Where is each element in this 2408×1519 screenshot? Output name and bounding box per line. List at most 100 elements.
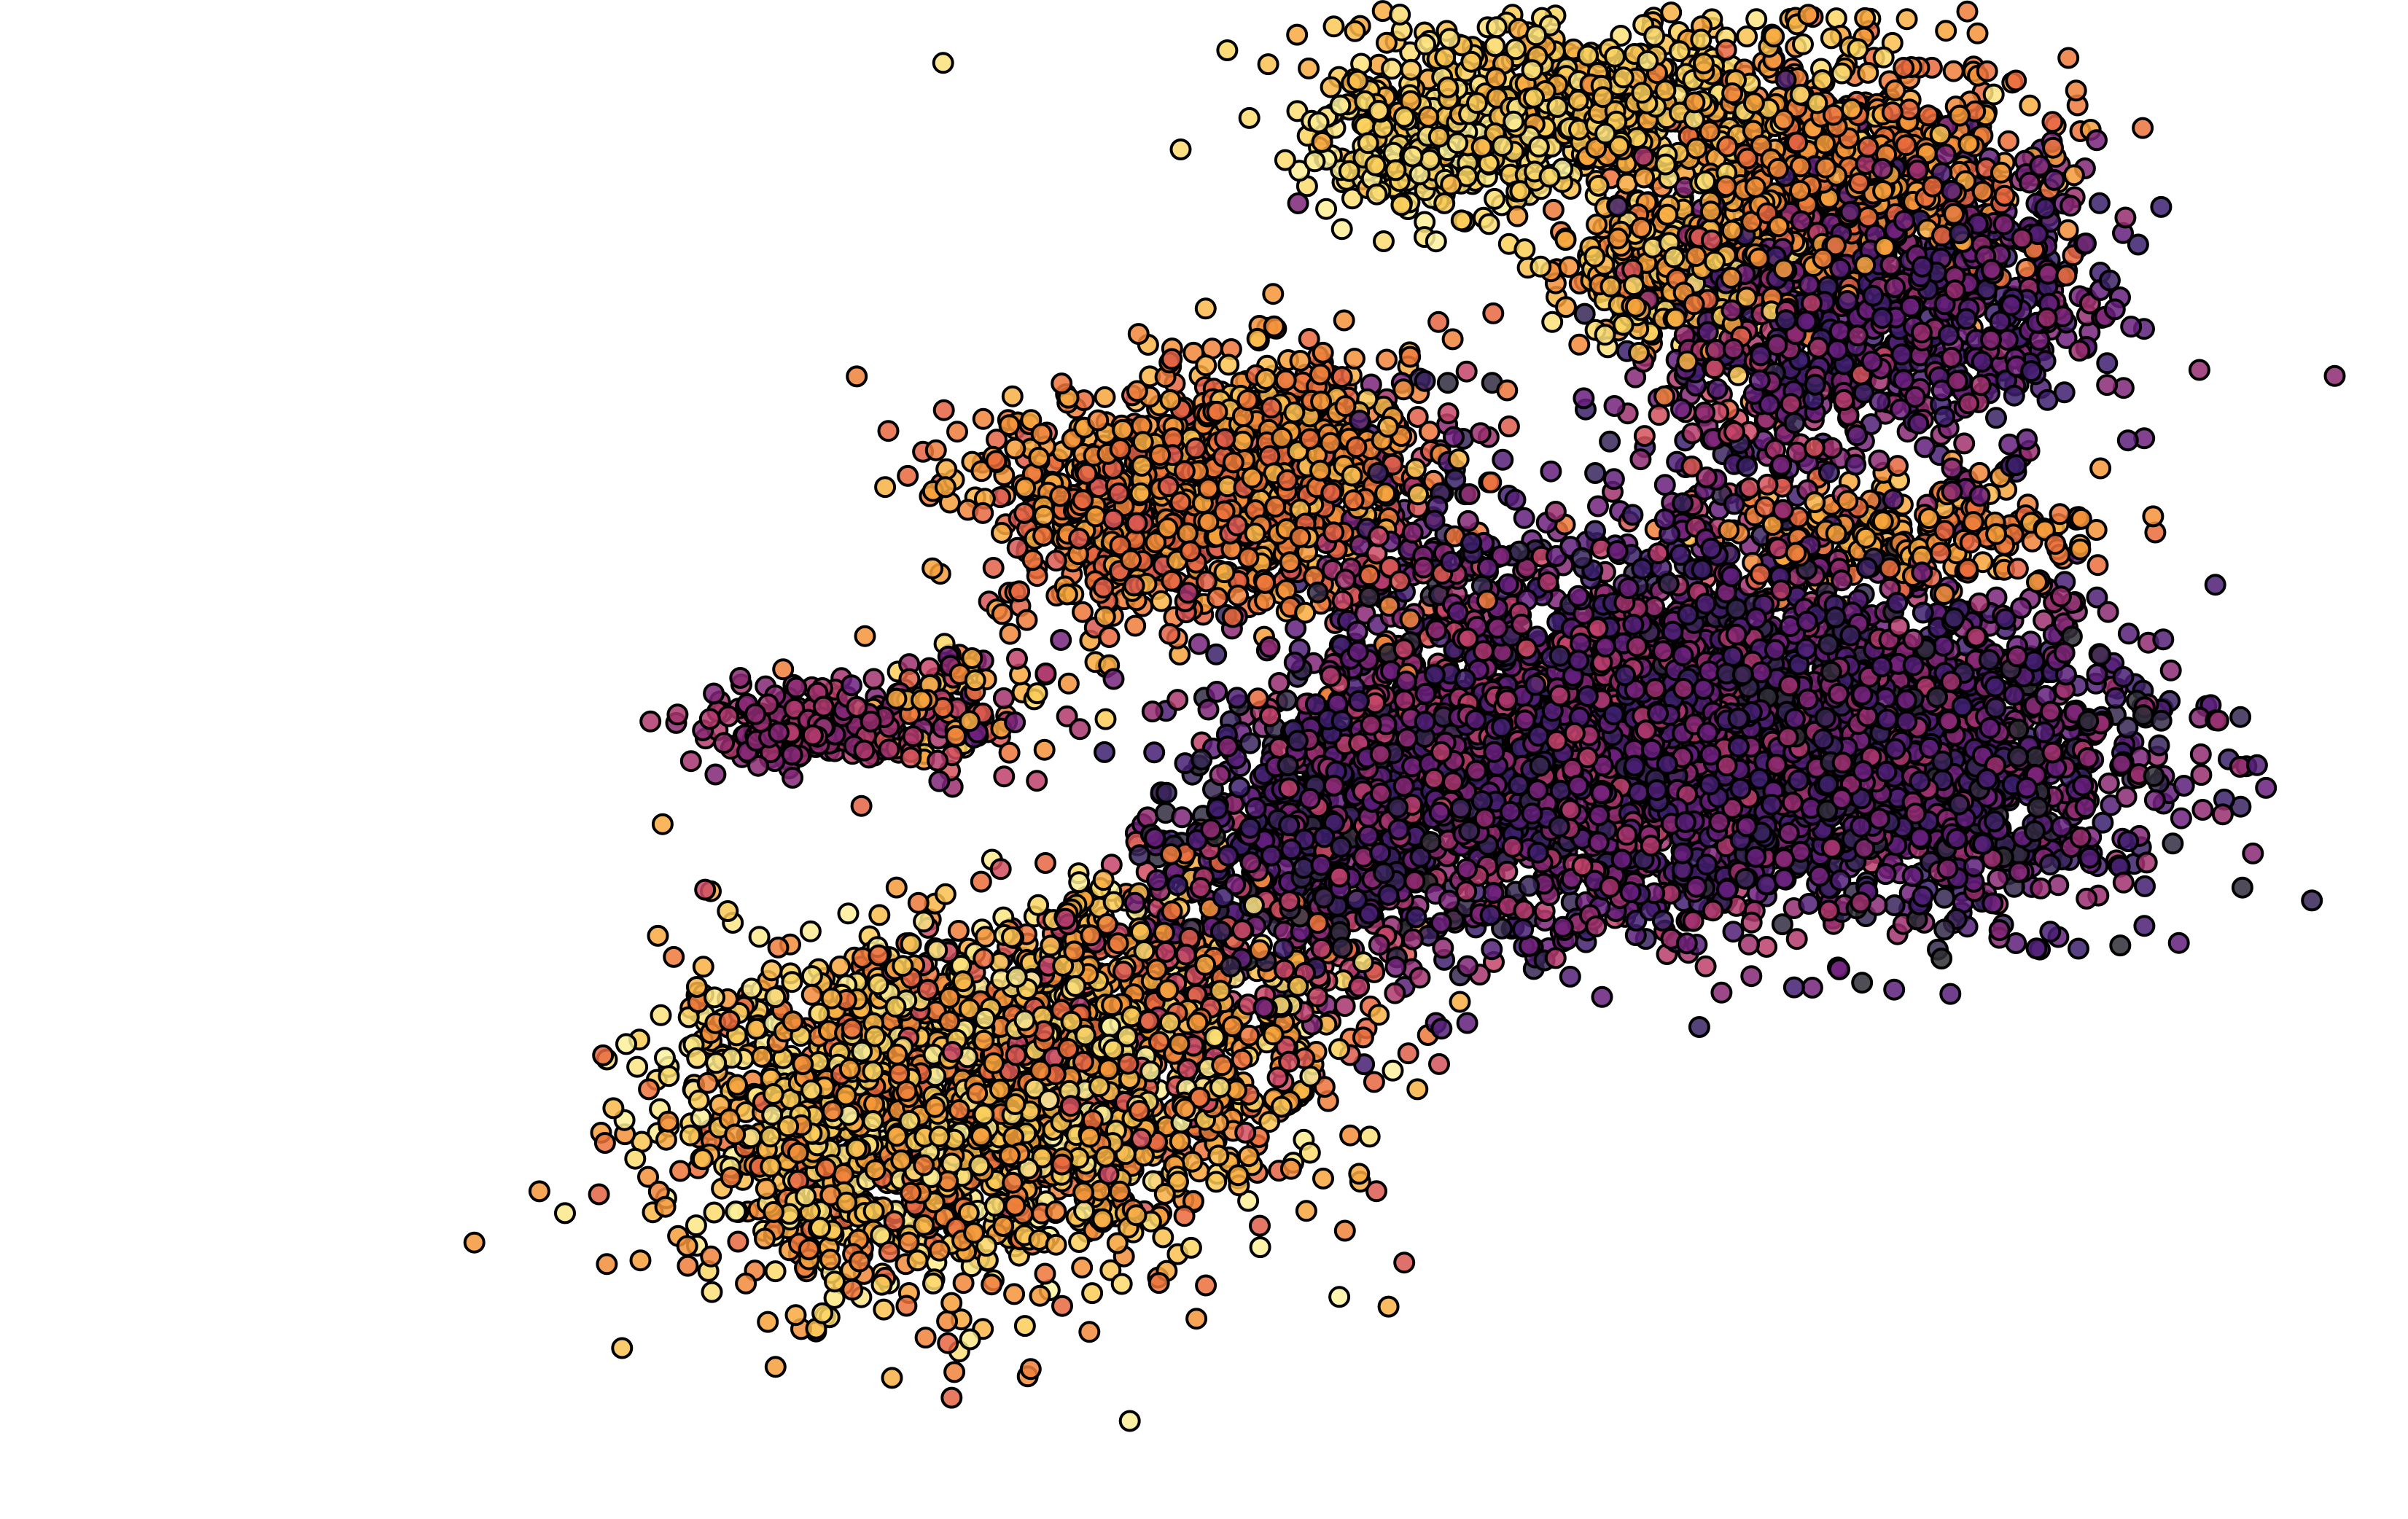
scatter-point <box>669 1160 692 1182</box>
scatter-point <box>1584 462 1607 484</box>
scatter-point <box>932 399 955 421</box>
scatter-point <box>1137 806 1159 829</box>
scatter-point <box>2117 622 2140 645</box>
scatter-point <box>1540 460 1562 483</box>
scatter-point <box>679 750 702 773</box>
scatter-point <box>940 1292 963 1314</box>
scatter-point <box>989 858 1012 880</box>
scatter-point <box>877 420 900 442</box>
scatter-point <box>936 1310 959 1332</box>
scatter-point <box>868 904 891 926</box>
scatter-point <box>638 1078 661 1101</box>
scatter-point <box>885 876 908 899</box>
scatter-point <box>940 1386 963 1409</box>
scatter-point <box>757 1311 779 1333</box>
scatter-point <box>1249 1214 1271 1237</box>
scatter-point <box>2127 233 2149 256</box>
scatter-point <box>1099 1259 1122 1281</box>
scatter-point <box>998 741 1021 764</box>
scatter-point <box>970 870 992 893</box>
scatter-point <box>1782 976 1805 999</box>
scatter-point <box>1322 15 1345 38</box>
scatter-point <box>1393 1251 1416 1274</box>
data-points-group <box>463 0 2346 1432</box>
scatter-point <box>1653 474 1676 496</box>
scatter-point <box>1287 192 1309 214</box>
scatter-point <box>1206 681 1228 703</box>
scatter-point <box>874 476 897 499</box>
scatter-point <box>2047 874 2070 897</box>
scatter-point <box>1851 972 1874 994</box>
scatter-point <box>748 926 771 948</box>
scatter-point <box>1756 936 1778 958</box>
scatter-point <box>1026 682 1048 705</box>
scatter-point <box>1180 1236 1202 1259</box>
scatter-point <box>1371 0 1394 23</box>
scatter-point <box>1629 448 1652 471</box>
scatter-point <box>1406 406 1429 428</box>
scatter-point <box>829 955 852 977</box>
scatter-point <box>2204 574 2226 596</box>
scatter-point <box>1941 457 1963 480</box>
scatter-point <box>2231 876 2253 899</box>
scatter-point <box>1081 1282 1104 1305</box>
scatter-point <box>1587 495 1609 518</box>
scatter-point <box>1216 39 1239 61</box>
scatter-point <box>873 1298 895 1321</box>
scatter-point <box>1966 22 1989 44</box>
scatter-point <box>1363 1071 1385 1093</box>
scatter-point <box>1152 1226 1174 1249</box>
scatter-point <box>1143 741 1166 764</box>
scatter-point <box>717 900 739 922</box>
scatter-point <box>1745 8 1768 31</box>
scatter-point <box>897 464 919 487</box>
scatter-point <box>2323 364 2346 387</box>
scatter-point <box>1985 407 2007 429</box>
scatter-point <box>639 710 662 733</box>
scatter-point <box>663 945 685 968</box>
scatter-point <box>981 1273 1003 1296</box>
scatter-point <box>947 920 970 942</box>
scatter-point <box>1710 981 1733 1004</box>
scatter-point <box>1492 448 1514 471</box>
scatter-point <box>772 658 795 681</box>
scatter-point <box>1045 550 1067 572</box>
scatter-point <box>1660 1 1683 24</box>
scatter-point <box>1298 57 1320 79</box>
scatter-point <box>1397 1042 1419 1065</box>
scatter-point <box>1376 348 1398 371</box>
scatter-point <box>2189 743 2212 765</box>
scatter-point <box>1801 977 1823 999</box>
scatter-point <box>647 924 669 947</box>
scatter-point <box>2132 117 2154 139</box>
scatter-point <box>2255 776 2278 799</box>
scatter-point <box>914 1327 937 1349</box>
scatter-point <box>1295 1200 1317 1222</box>
scatter-point <box>1430 1018 1453 1040</box>
scatter-point <box>1249 1236 1271 1259</box>
scatter-point <box>1455 360 1478 383</box>
scatter-point <box>850 794 873 817</box>
scatter-point <box>1094 741 1115 763</box>
scatter-point <box>596 1253 618 1276</box>
scatter-point <box>1428 1053 1450 1075</box>
scatter-point <box>1559 965 1581 988</box>
scatter-point <box>1348 1163 1371 1185</box>
scatter-point <box>1738 933 1760 956</box>
scatter-point <box>1286 23 1309 46</box>
scatter-point <box>2159 659 2182 682</box>
scatter-point <box>1895 8 1918 31</box>
scatter-point <box>593 1132 616 1154</box>
scatter-point <box>946 421 968 443</box>
scatter-point <box>611 1337 634 1359</box>
scatter-point <box>1722 921 1745 943</box>
scatter-point <box>1026 770 1048 792</box>
scatter-point <box>1285 617 1307 640</box>
scatter-point <box>1330 218 1353 241</box>
scatter-point <box>725 1200 747 1223</box>
scatter-point <box>2188 359 2210 381</box>
scatter-point <box>1003 1283 1026 1305</box>
scatter-point <box>1883 894 1906 916</box>
